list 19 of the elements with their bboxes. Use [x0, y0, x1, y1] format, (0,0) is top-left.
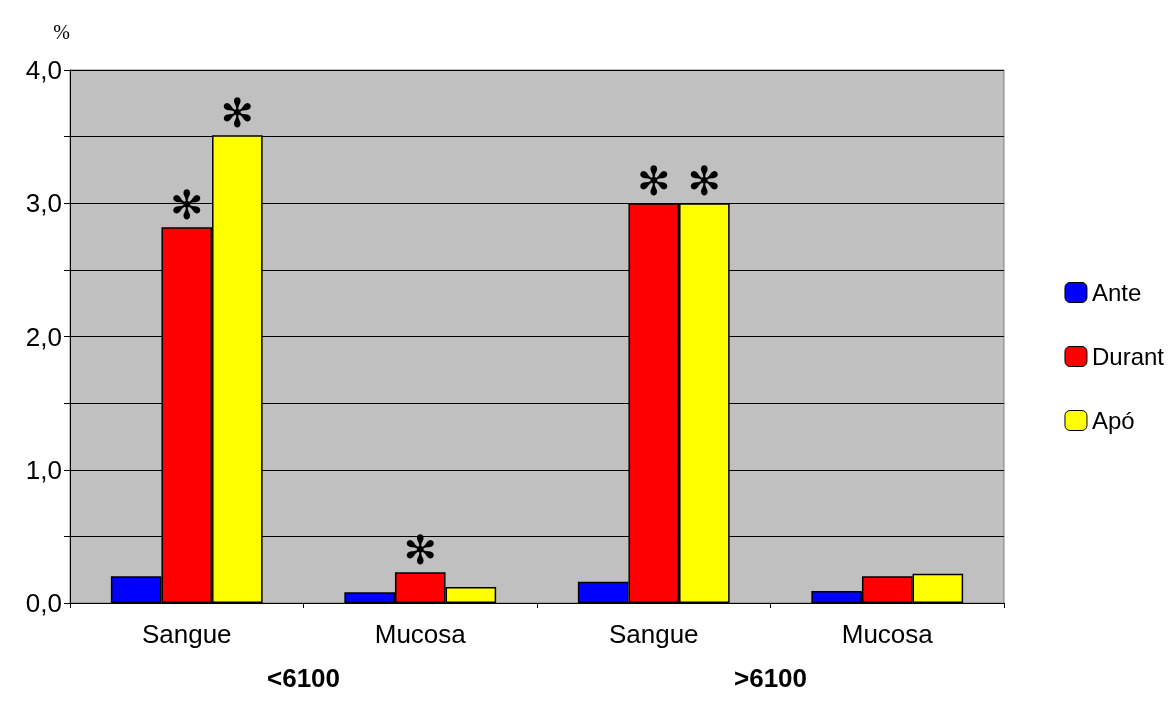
x-tick-label: Sangue — [608, 619, 699, 649]
legend-label: Durant — [1091, 343, 1165, 370]
x-tick-label: Mucosa — [374, 619, 467, 649]
legend-label: Ante — [1091, 279, 1142, 306]
data-label: ✻ — [636, 158, 671, 205]
y-axis-title: % — [53, 21, 70, 43]
data-label: ✻ — [220, 90, 255, 137]
y-tick-label: 0,0 — [25, 588, 62, 618]
data-label: ✻ — [403, 527, 438, 574]
y-tick-label: 4,0 — [25, 55, 62, 85]
text: <6100 — [266, 663, 341, 693]
y-tick-label: 3,0 — [25, 188, 62, 219]
x-tick-label: Sangue — [141, 619, 232, 649]
legend-label: Apó — [1091, 407, 1135, 434]
text: >6100 — [733, 663, 808, 693]
data-label: ✻ — [687, 158, 722, 205]
y-tick-label: 2,0 — [25, 321, 62, 352]
y-tick-label: 1,0 — [25, 454, 62, 485]
x-tick-label: Mucosa — [841, 619, 934, 649]
